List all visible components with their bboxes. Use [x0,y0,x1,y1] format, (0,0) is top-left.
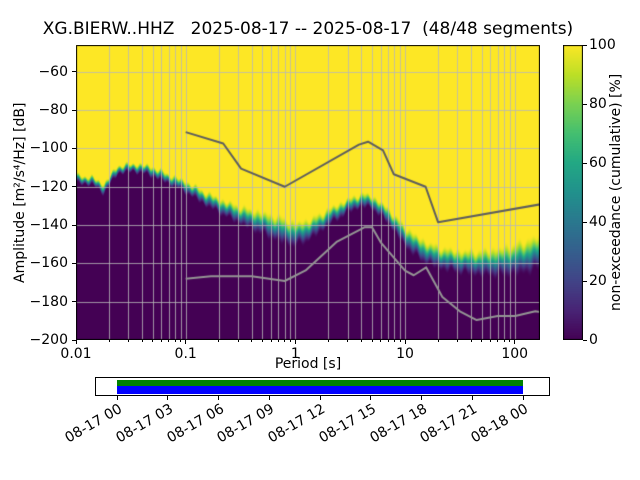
time-tick-label: 08-17 06 [163,401,227,447]
colorbar-tick-label: 100 [589,37,616,53]
time-tick-label: 08-17 15 [316,401,379,447]
x-minor-tick [218,340,220,342]
x-minor-tick [168,340,170,342]
y-tick [72,301,76,303]
x-minor-tick [277,340,279,342]
time-tick [319,396,321,400]
time-tick [167,396,169,400]
time-tick [421,396,422,400]
x-minor-tick [160,340,162,342]
x-minor-tick [251,340,253,342]
y-tick-label: −60 [38,63,68,80]
time-tick [116,396,118,400]
timeline-coverage-box [95,377,550,396]
y-tick-label: −140 [29,217,68,234]
time-tick-label: 08-17 21 [417,401,481,447]
colorbar-tick [583,162,587,164]
x-minor-tick [437,340,439,342]
time-tick-label: 08-17 03 [113,401,176,447]
y-tick-label: −120 [29,178,68,195]
x-minor-tick [270,340,272,342]
x-minor-tick [152,340,154,342]
x-minor-tick [481,340,483,342]
time-tick [370,396,372,400]
x-tick-label: 1 [290,346,300,362]
time-tick-label: 08-17 00 [62,401,125,447]
x-minor-tick [289,340,291,342]
y-tick [72,109,76,111]
x-minor-tick [489,340,491,342]
timeline-processed-bar [117,380,523,386]
colorbar-tick-label: 0 [589,332,598,348]
timeline-data-bar [117,386,523,394]
colorbar-tick-label: 40 [589,214,607,230]
x-minor-tick [470,340,472,342]
y-tick-label: −160 [29,255,68,272]
ppsd-heatmap [76,45,540,340]
x-minor-tick [503,340,505,342]
x-minor-tick [347,340,349,342]
x-minor-tick [380,340,382,342]
time-tick [471,396,473,400]
time-tick [218,396,219,400]
colorbar-tick-label: 80 [589,96,607,112]
x-minor-tick [399,340,401,342]
x-tick [404,340,406,344]
y-tick [72,71,76,73]
y-tick [72,339,76,341]
x-minor-tick [141,340,143,342]
x-tick [75,340,77,344]
y-tick-label: −180 [29,293,68,310]
y-tick [72,224,76,226]
time-tick-label: 08-17 09 [214,401,278,447]
colorbar-tick [583,280,587,282]
x-minor-tick [393,340,395,342]
time-tick-label: 08-17 12 [265,401,328,447]
plot-title: XG.BIERW..HHZ 2025-08-17 -- 2025-08-17 (… [42,19,574,39]
colorbar-tick [583,221,587,223]
y-tick [72,262,76,264]
x-minor-tick [509,340,511,342]
x-minor-tick [127,340,129,342]
x-minor-tick [497,340,499,342]
x-minor-tick [237,340,239,342]
time-tick [522,396,524,400]
y-tick [72,186,76,188]
x-tick [185,340,187,344]
x-tick [294,340,296,344]
time-tick [268,396,270,400]
x-minor-tick [174,340,176,342]
y-tick-label: −100 [29,140,68,157]
y-tick [72,147,76,149]
time-tick-label: 08-18 00 [468,401,531,447]
colorbar-tick-label: 60 [589,155,607,171]
x-tick-label: 0.01 [60,346,92,362]
x-minor-tick [261,340,263,342]
time-tick-label: 08-17 18 [366,401,430,447]
colorbar [563,45,583,340]
x-minor-tick [387,340,389,342]
x-tick-label: 10 [396,346,414,362]
x-minor-tick [284,340,286,342]
x-minor-tick [108,340,110,342]
x-minor-tick [371,340,373,342]
colorbar-tick [583,44,587,46]
x-minor-tick [456,340,458,342]
colorbar-tick [583,339,587,341]
x-tick-label: 100 [501,346,529,362]
colorbar-tick-label: 20 [589,273,607,289]
x-minor-tick [360,340,362,342]
colorbar-tick [583,103,587,105]
x-tick-label: 0.1 [174,346,197,362]
y-tick-label: −80 [38,102,68,119]
x-tick [514,340,516,344]
colorbar-label: non-exceedance (cumulative) [%] [608,73,624,312]
x-axis-label: Period [s] [274,356,342,372]
x-minor-tick [327,340,329,342]
y-tick-label: −200 [29,332,68,348]
x-minor-tick [180,340,182,342]
